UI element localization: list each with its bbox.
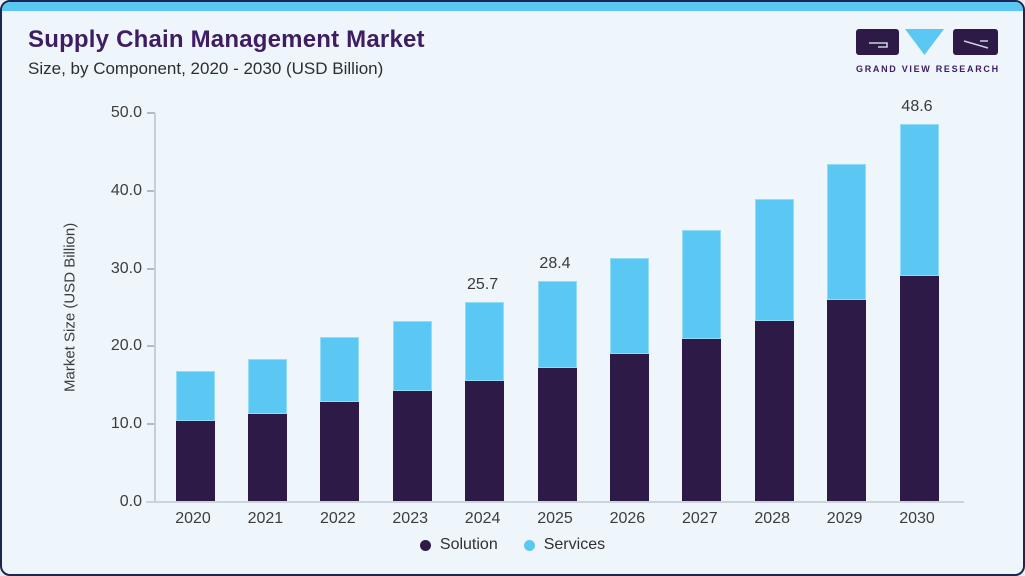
legend-item-services: Services (523, 536, 606, 554)
services-segment-2029 (827, 164, 867, 301)
services-segment-2026 (609, 257, 649, 355)
stacked-bar-2020 (175, 370, 215, 502)
solution-segment-2020 (175, 421, 215, 502)
services-segment-2028 (754, 199, 794, 321)
services-segment-2020 (175, 370, 215, 422)
solution-segment-2024 (465, 380, 505, 502)
logo-wordmark: GRAND VIEW RESEARCH (856, 64, 1000, 74)
x-tick-label-2029: 2029 (826, 510, 863, 527)
solution-segment-2029 (827, 300, 867, 502)
x-tick-label-2026: 2026 (609, 510, 646, 527)
y-tick-mark (147, 267, 155, 270)
y-tick-label: 30.0 (110, 259, 142, 277)
y-tick-label: 50.0 (110, 104, 142, 121)
services-segment-2021 (247, 358, 287, 415)
y-tick-mark (147, 423, 155, 426)
services-segment-2027 (682, 230, 722, 339)
top-accent-bar (2, 2, 1023, 11)
x-tick-label-2020: 2020 (175, 510, 211, 527)
x-tick-label-2023: 2023 (392, 510, 428, 527)
solution-segment-2026 (609, 354, 649, 502)
services-segment-2023 (392, 320, 432, 391)
y-tick-label: 10.0 (110, 415, 142, 433)
x-tick-label-2025: 2025 (537, 510, 573, 527)
total-label-2025: 28.4 (539, 255, 571, 273)
total-label-2030: 48.6 (901, 97, 933, 115)
legend-label-services: Services (543, 536, 606, 553)
solution-segment-2027 (682, 338, 722, 502)
solution-swatch-icon (419, 539, 431, 551)
stacked-bar-2030 (899, 123, 939, 502)
stacked-bar-2025 (537, 281, 577, 502)
services-segment-2024 (465, 302, 505, 381)
y-tick-label: 20.0 (110, 337, 142, 355)
grand-view-research-logo: GRAND VIEW RESEARCH (856, 29, 998, 74)
y-tick-label: 0.0 (119, 493, 142, 510)
x-tick-label-2024: 2024 (464, 510, 501, 527)
chart-header: Supply Chain Management Market Size, by … (28, 26, 425, 79)
stacked-bar-2023 (392, 320, 432, 502)
solution-segment-2022 (320, 401, 360, 502)
total-label-2024: 25.7 (467, 276, 499, 294)
stacked-bar-2026 (609, 257, 649, 502)
stacked-bar-2024 (465, 302, 505, 502)
solution-segment-2021 (247, 414, 287, 502)
services-swatch-icon (523, 539, 535, 551)
services-segment-2025 (537, 281, 577, 369)
y-axis-title: Market Size (USD Billion) (61, 222, 79, 393)
legend-label-solution: Solution (439, 536, 498, 553)
chart-title: Supply Chain Management Market (28, 26, 425, 53)
stacked-bar-2027 (682, 230, 722, 502)
x-tick-label-2028: 2028 (754, 510, 790, 527)
legend-item-solution: Solution (419, 536, 498, 554)
solution-segment-2023 (392, 390, 432, 502)
stacked-bar-2028 (754, 199, 794, 502)
x-tick-label-2027: 2027 (682, 510, 718, 527)
chart-legend: Solution Services (2, 536, 1023, 554)
y-tick-mark (147, 112, 155, 114)
solution-segment-2030 (899, 276, 939, 502)
solution-segment-2025 (537, 368, 577, 502)
solution-segment-2028 (754, 320, 794, 502)
y-tick-label: 40.0 (110, 181, 142, 199)
services-segment-2022 (320, 337, 360, 402)
plot-area (154, 113, 964, 502)
stacked-bar-2029 (827, 164, 867, 502)
stacked-bar-2021 (247, 358, 287, 502)
x-tick-label-2030: 2030 (899, 510, 935, 527)
chart-subtitle: Size, by Component, 2020 - 2030 (USD Bil… (28, 59, 384, 78)
services-segment-2030 (899, 123, 939, 277)
gvr-logo-icon (856, 29, 998, 55)
x-tick-label-2022: 2022 (320, 510, 356, 527)
x-tick-label-2021: 2021 (247, 510, 284, 527)
x-axis-line (146, 501, 964, 503)
y-tick-mark (147, 189, 155, 192)
stacked-bar-2022 (320, 337, 360, 502)
y-tick-mark (147, 345, 155, 348)
